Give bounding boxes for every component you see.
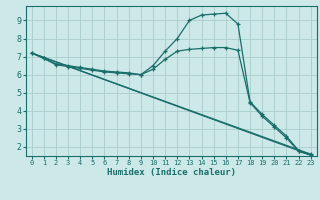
- X-axis label: Humidex (Indice chaleur): Humidex (Indice chaleur): [107, 168, 236, 177]
